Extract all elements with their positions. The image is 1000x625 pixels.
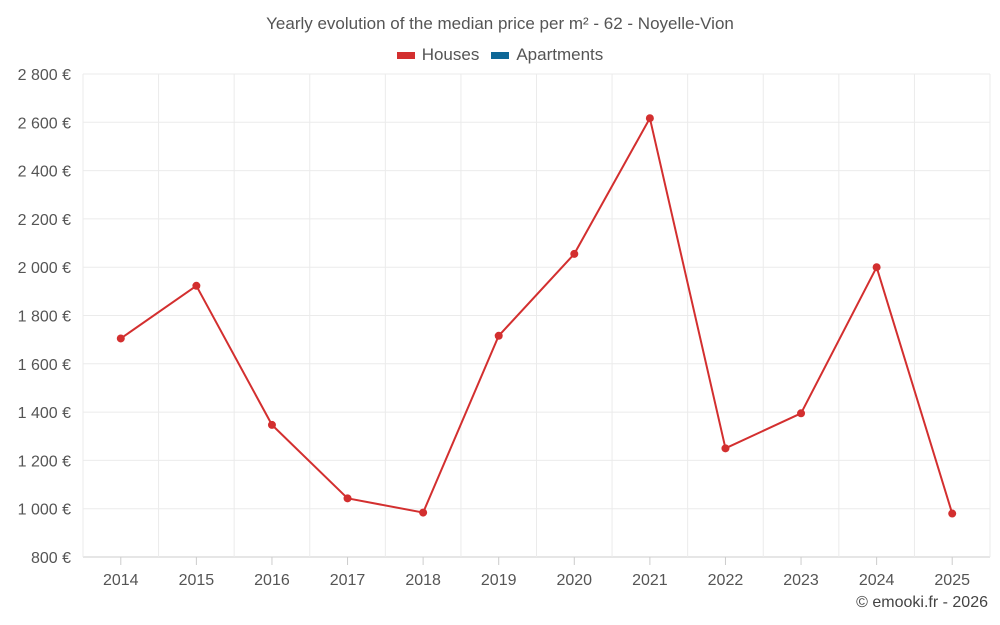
data-point-houses <box>267 420 276 429</box>
legend: Houses Apartments <box>0 45 1000 65</box>
legend-label-houses: Houses <box>421 45 480 64</box>
data-point-houses <box>721 444 730 453</box>
y-tick-label: 1 400 € <box>18 405 71 422</box>
y-tick-label: 1 200 € <box>18 453 71 470</box>
x-tick-label: 2022 <box>708 572 744 589</box>
data-point-houses <box>797 409 806 418</box>
data-point-houses <box>570 249 579 258</box>
x-tick-label: 2017 <box>330 572 366 589</box>
y-tick-label: 1 600 € <box>18 357 71 374</box>
y-tick-label: 1 000 € <box>18 502 71 519</box>
data-point-houses <box>343 494 352 503</box>
y-tick-label: 2 200 € <box>18 212 71 229</box>
x-tick-label: 2014 <box>103 572 139 589</box>
legend-swatch-apartments <box>491 51 510 59</box>
x-tick-label: 2025 <box>934 572 970 589</box>
chart-title: Yearly evolution of the median price per… <box>266 14 734 33</box>
x-tick-label: 2023 <box>783 572 819 589</box>
x-tick-label: 2018 <box>405 572 441 589</box>
x-tick-label: 2021 <box>632 572 668 589</box>
copyright-footer: © emooki.fr - 2026 <box>856 594 988 611</box>
data-point-houses <box>645 114 654 123</box>
y-tick-label: 1 800 € <box>18 309 71 326</box>
legend-label-apartments: Apartments <box>516 45 604 64</box>
data-point-houses <box>192 281 201 290</box>
data-point-houses <box>116 334 125 343</box>
y-tick-label: 800 € <box>31 550 71 567</box>
x-tick-label: 2016 <box>254 572 290 589</box>
x-tick-label: 2024 <box>859 572 895 589</box>
x-tick-label: 2019 <box>481 572 517 589</box>
legend-item-apartments[interactable]: Apartments <box>491 45 603 65</box>
y-tick-label: 2 600 € <box>18 115 71 132</box>
series-line-houses <box>120 117 954 514</box>
y-tick-label: 2 400 € <box>18 164 71 181</box>
data-point-houses <box>948 509 957 518</box>
x-tick-label: 2015 <box>179 572 215 589</box>
y-tick-label: 2 000 € <box>18 260 71 277</box>
legend-swatch-houses <box>396 51 415 59</box>
x-tick-label: 2020 <box>556 572 592 589</box>
data-point-houses <box>419 508 428 517</box>
y-tick-label: 2 800 € <box>18 67 71 84</box>
data-point-houses <box>872 263 881 272</box>
legend-item-houses[interactable]: Houses <box>396 45 480 65</box>
data-point-houses <box>494 331 503 340</box>
